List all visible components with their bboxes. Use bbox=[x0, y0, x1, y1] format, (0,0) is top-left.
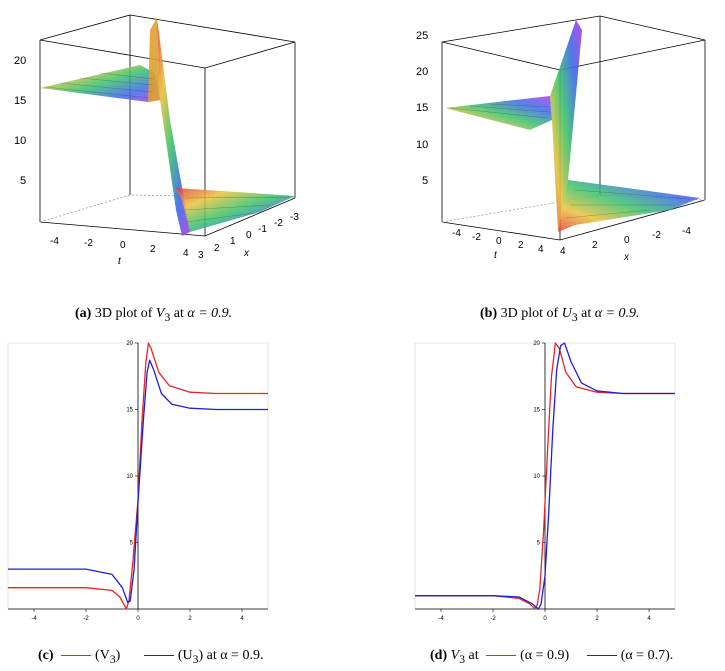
x-tick: 3 bbox=[198, 250, 204, 261]
series-line bbox=[8, 342, 268, 610]
t-tick: 2 bbox=[150, 244, 156, 255]
t-tick: -4 bbox=[50, 236, 59, 247]
x-tick: 0 bbox=[624, 235, 630, 246]
caption-b: (b) 3D plot of U3 at α = 0.9. bbox=[480, 306, 640, 324]
legend-swatch-red bbox=[61, 655, 92, 657]
y-tick-label: 5 bbox=[537, 541, 541, 547]
z-tick: 5 bbox=[20, 175, 26, 187]
caption-a: (a) 3D plot of V3 at α = 0.9. bbox=[75, 306, 233, 324]
x-tick-label: -2 bbox=[83, 616, 89, 622]
x-tick-label: 4 bbox=[240, 616, 244, 622]
z-axis-ticks-b: 5 10 15 20 25 bbox=[416, 30, 428, 187]
z-tick: 25 bbox=[416, 30, 428, 42]
plot-2d-c: -4-20245101520x bbox=[0, 335, 275, 631]
x-tick: 1 bbox=[230, 236, 236, 247]
surface-mesh-b bbox=[445, 20, 700, 232]
line-chart-c: -4-20245101520x bbox=[7, 341, 269, 631]
y-tick-label: 20 bbox=[533, 341, 540, 347]
series-line bbox=[8, 359, 268, 604]
x-tick-label: 2 bbox=[595, 616, 599, 622]
t-tick: 2 bbox=[518, 240, 524, 251]
caption-d: (d) V3 at (α = 0.9) (α = 0.7). bbox=[430, 648, 674, 666]
z-tick: 10 bbox=[416, 139, 428, 151]
t-axis-ticks-a: -4 -2 0 2 4 t bbox=[50, 236, 189, 267]
x-tick: 2 bbox=[214, 243, 220, 254]
t-tick: 4 bbox=[183, 248, 189, 259]
x-tick-label: 4 bbox=[647, 616, 651, 622]
caption-c: (c) (V3) (U3) at α = 0.9. bbox=[38, 648, 264, 666]
line-chart-d: -4-20245101520x bbox=[414, 341, 676, 631]
surface-plot-a: 5 10 15 20 -4 -2 0 2 4 t 3 2 1 0 -1 -2 -… bbox=[14, 14, 299, 267]
y-tick-label: 5 bbox=[130, 541, 134, 547]
y-tick-label: 15 bbox=[533, 408, 540, 414]
legend-swatch-blue bbox=[586, 655, 617, 657]
z-tick: 10 bbox=[14, 135, 26, 147]
x-tick: -4 bbox=[682, 226, 691, 237]
x-tick-label: -4 bbox=[438, 616, 444, 622]
x-axis-label: x bbox=[623, 252, 630, 263]
series-line bbox=[415, 342, 675, 609]
x-tick: -3 bbox=[290, 212, 299, 223]
x-tick-label: -2 bbox=[490, 616, 496, 622]
t-tick: -2 bbox=[84, 238, 93, 249]
y-tick-label: 20 bbox=[126, 341, 133, 347]
plot-3d-u3: 5 10 15 20 25 -4 -2 0 2 4 t 4 2 0 -2 -4 … bbox=[400, 0, 725, 290]
x-tick-label: 2 bbox=[188, 616, 192, 622]
z-axis-ticks-a: 5 10 15 20 bbox=[14, 55, 26, 187]
x-tick: 4 bbox=[560, 246, 566, 257]
plot-2d-d: -4-20245101520x bbox=[410, 335, 685, 631]
legend-swatch-blue bbox=[143, 655, 174, 657]
x-axis-label: x bbox=[243, 248, 250, 259]
z-tick: 15 bbox=[14, 95, 26, 107]
plot-3d-v3: 5 10 15 20 -4 -2 0 2 4 t 3 2 1 0 -1 -2 -… bbox=[0, 0, 340, 290]
x-axis-ticks-a: 3 2 1 0 -1 -2 -3 x bbox=[198, 212, 299, 261]
x-tick-label: -4 bbox=[31, 616, 37, 622]
z-tick: 5 bbox=[422, 175, 428, 187]
y-tick-label: 10 bbox=[126, 474, 133, 480]
t-axis-ticks-b: -4 -2 0 2 4 t bbox=[452, 228, 544, 261]
t-tick: -2 bbox=[472, 232, 481, 243]
y-tick-label: 15 bbox=[126, 408, 133, 414]
t-axis-label: t bbox=[494, 250, 498, 261]
x-tick: 0 bbox=[246, 230, 252, 241]
x-tick-label: 0 bbox=[543, 616, 547, 622]
t-axis-label: t bbox=[118, 256, 122, 267]
surface-plot-b: 5 10 15 20 25 -4 -2 0 2 4 t 4 2 0 -2 -4 … bbox=[416, 15, 706, 263]
series-line bbox=[415, 342, 675, 610]
x-axis-ticks-b: 4 2 0 -2 -4 x bbox=[560, 226, 691, 263]
z-tick: 20 bbox=[14, 55, 26, 67]
t-tick: -4 bbox=[452, 228, 461, 239]
t-tick: 0 bbox=[496, 236, 502, 247]
y-tick-label: 10 bbox=[533, 474, 540, 480]
z-tick: 20 bbox=[416, 66, 428, 78]
legend-swatch-red bbox=[486, 655, 517, 657]
x-tick: -1 bbox=[258, 224, 267, 235]
x-tick: -2 bbox=[652, 230, 661, 241]
x-tick: -2 bbox=[274, 218, 283, 229]
x-tick: 2 bbox=[592, 240, 598, 251]
z-tick: 15 bbox=[416, 102, 428, 114]
t-tick: 0 bbox=[120, 240, 126, 251]
surface-mesh-a bbox=[40, 18, 295, 236]
t-tick: 4 bbox=[538, 244, 544, 255]
x-tick-label: 0 bbox=[136, 616, 140, 622]
